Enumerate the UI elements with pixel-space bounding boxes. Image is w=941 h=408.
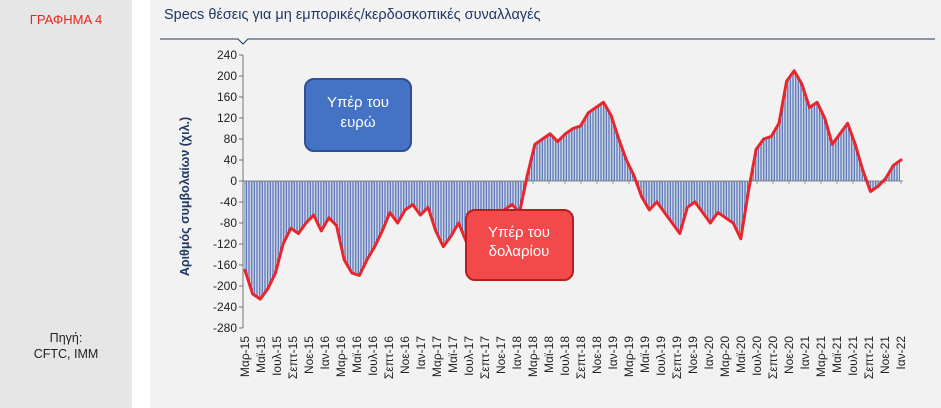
x-tick-label: Μαρ-17 xyxy=(430,336,444,377)
x-tick-label: Μαρ-18 xyxy=(526,336,540,377)
x-tick-label: Ιαν-16 xyxy=(318,336,332,370)
figure-label: ΓΡΑΦΗΜΑ 4 xyxy=(29,12,103,27)
x-tick-label: Μαρ-19 xyxy=(622,336,636,377)
x-tick-label: Ιαν-20 xyxy=(702,336,716,370)
sidebar: ΓΡΑΦΗΜΑ 4 Πηγή: CFTC, IMM xyxy=(0,0,132,408)
x-tick-label: Νοε-15 xyxy=(302,336,316,374)
source-text: CFTC, IMM xyxy=(33,347,99,361)
y-tick-label: -240 xyxy=(213,300,237,314)
y-tick-label: -280 xyxy=(213,321,237,335)
x-tick-label: Μαϊ-15 xyxy=(254,336,268,373)
source-label: Πηγή: xyxy=(49,331,83,345)
x-tick-label: Νοε-21 xyxy=(878,336,892,374)
x-tick-label: Ιουλ-21 xyxy=(846,336,860,376)
annotation-text-euro-line2: ευρώ xyxy=(340,114,375,131)
x-tick-label: Σεπτ-15 xyxy=(286,336,300,379)
y-tick-label: -80 xyxy=(220,216,238,230)
x-tick-label: Σεπτ-19 xyxy=(670,336,684,379)
y-tick-label: 0 xyxy=(230,174,237,188)
x-tick-label: Νοε-19 xyxy=(686,336,700,374)
x-tick-label: Ιουλ-17 xyxy=(462,336,476,376)
line-series xyxy=(243,69,903,301)
x-tick-label: Μαϊ-17 xyxy=(446,336,460,373)
x-tick-label: Μαρ-15 xyxy=(238,336,252,377)
source-note: Πηγή: CFTC, IMM xyxy=(0,330,132,362)
x-tick-label: Ιαν-21 xyxy=(798,336,812,370)
x-tick-label: Ιουλ-15 xyxy=(270,336,284,376)
x-tick-label: Μαϊ-21 xyxy=(830,336,844,373)
x-tick-label: Σεπτ-21 xyxy=(862,336,876,379)
x-tick-label: Σεπτ-17 xyxy=(478,336,492,379)
annotation-text-euro-line1: Υπέρ του xyxy=(327,94,389,111)
y-tick-label: 80 xyxy=(224,132,238,146)
annotation-box-euro xyxy=(304,78,412,152)
x-tick-label: Ιουλ-18 xyxy=(558,336,572,376)
y-tick-label: -40 xyxy=(220,195,238,209)
x-tick-label: Μαϊ-16 xyxy=(350,336,364,373)
x-tick-label: Μαρ-16 xyxy=(334,336,348,377)
y-axis-label: Αριθμός συμβολαίων (χιλ.) xyxy=(178,117,192,276)
x-tick-label: Νοε-18 xyxy=(590,336,604,374)
annotation-text-dollar-line2: δολαρίου xyxy=(489,243,550,260)
x-tick-label: Ιουλ-19 xyxy=(654,336,668,376)
x-tick-label: Νοε-16 xyxy=(398,336,412,374)
y-tick-label: -160 xyxy=(213,258,237,272)
x-tick-label: Μαϊ-19 xyxy=(638,336,652,373)
x-tick-label: Νοε-20 xyxy=(782,336,796,374)
x-tick-label: Μαϊ-18 xyxy=(542,336,556,373)
y-tick-label: 200 xyxy=(217,69,237,83)
x-tick-label: Ιαν-22 xyxy=(894,336,908,370)
x-tick-label: Σεπτ-16 xyxy=(382,336,396,379)
y-tick-label: 120 xyxy=(217,111,237,125)
y-tick-label: -200 xyxy=(213,279,237,293)
y-tick-label: 40 xyxy=(224,153,238,167)
y-tick-label: 160 xyxy=(217,90,237,104)
y-tick-label: -120 xyxy=(213,237,237,251)
x-tick-label: Νοε-17 xyxy=(494,336,508,374)
title-rule xyxy=(160,38,935,45)
x-tick-label: Ιουλ-16 xyxy=(366,336,380,376)
y-tick-label: 240 xyxy=(217,48,237,62)
x-tick-label: Σεπτ-20 xyxy=(766,336,780,379)
x-tick-label: Ιαν-17 xyxy=(414,336,428,370)
annotation-text-dollar-line1: Υπέρ του xyxy=(488,224,550,241)
x-tick-label: Μαρ-20 xyxy=(718,336,732,377)
x-tick-label: Ιουλ-20 xyxy=(750,336,764,376)
x-tick-label: Ιαν-18 xyxy=(510,336,524,370)
annotation-box-dollar xyxy=(465,209,574,281)
x-tick-label: Σεπτ-18 xyxy=(574,336,588,379)
gutter xyxy=(132,0,150,408)
x-tick-label: Μαϊ-20 xyxy=(734,336,748,373)
x-tick-label: Ιαν-19 xyxy=(606,336,620,370)
x-tick-label: Μαρ-21 xyxy=(814,336,828,377)
chart-title: Specs θέσεις για μη εμπορικές/κερδοσκοπι… xyxy=(164,7,541,23)
